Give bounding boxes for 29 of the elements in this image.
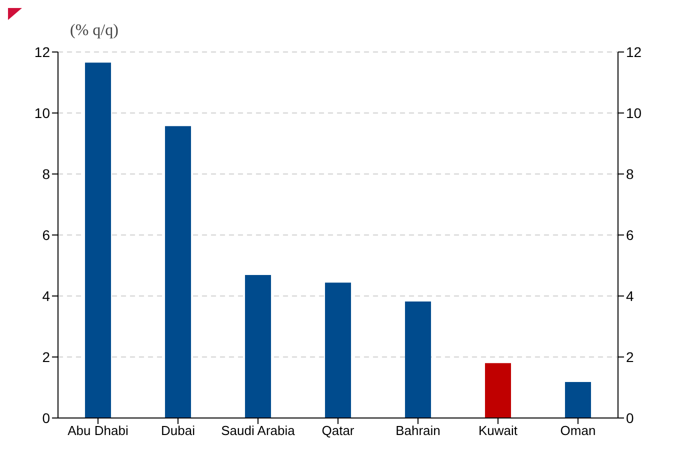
y2-tick-label: 2 — [626, 348, 634, 365]
bar — [245, 274, 271, 418]
y2-tick-label: 6 — [626, 226, 634, 243]
x-tick-label: Saudi Arabia — [221, 423, 296, 438]
x-tick-label: Kuwait — [478, 423, 518, 438]
y-axis-title: (% q/q) — [70, 22, 118, 40]
y2-tick-label: 4 — [626, 288, 634, 304]
bar — [485, 363, 511, 418]
y-tick-label: 10 — [34, 104, 50, 121]
y2-tick-label: 12 — [626, 44, 642, 60]
bar — [405, 301, 431, 418]
x-tick-label: Bahrain — [396, 423, 440, 438]
x-tick-label: Oman — [560, 423, 596, 438]
bar — [85, 62, 111, 418]
x-tick-label: Qatar — [322, 423, 355, 438]
y-tick-label: 2 — [42, 348, 50, 365]
y-tick-label: 0 — [42, 410, 50, 426]
y-tick-label: 8 — [42, 166, 50, 182]
x-tick-label: Dubai — [161, 423, 196, 438]
bar — [565, 382, 591, 418]
y2-tick-label: 0 — [626, 410, 634, 426]
x-tick-label: Abu Dhabi — [68, 423, 128, 438]
y2-tick-label: 10 — [626, 104, 642, 121]
y-tick-label: 4 — [42, 288, 50, 304]
y-tick-label: 12 — [34, 44, 50, 60]
y-tick-label: 6 — [42, 226, 50, 243]
bar — [325, 282, 351, 418]
bar — [165, 126, 191, 418]
y2-tick-label: 8 — [626, 166, 634, 182]
